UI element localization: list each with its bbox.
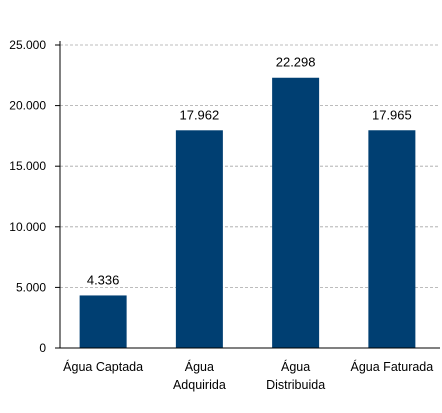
x-category-label: Água Distribuida [266, 359, 325, 392]
y-tick-label: 20.000 [9, 99, 46, 113]
y-tick-label: 10.000 [9, 220, 46, 234]
data-labels: 4.336 17.962 22.298 17.965 [87, 55, 412, 288]
bar [368, 130, 416, 348]
y-axis: 0 5.000 10.000 15.000 20.000 25.000 [9, 38, 61, 355]
y-tick-label: 15.000 [9, 159, 46, 173]
bar-value-label: 17.962 [179, 107, 219, 122]
bar-value-label: 4.336 [87, 272, 120, 287]
x-category-label: Água Faturada [351, 359, 434, 374]
bar [175, 130, 223, 348]
bar [272, 77, 320, 349]
y-tick-label: 0 [39, 341, 46, 355]
bar [79, 295, 127, 348]
y-tick-label: 25.000 [9, 38, 46, 52]
x-category-label: Água Captada [63, 359, 143, 374]
y-tick-label: 5.000 [16, 280, 46, 294]
x-axis: Água Captada Água Adquirida Água Distribuida… [55, 347, 440, 392]
bar-value-label: 17.965 [372, 107, 412, 122]
bar-value-label: 22.298 [276, 55, 316, 70]
x-category-label: Água Adquirida [173, 359, 226, 392]
bars [79, 77, 416, 349]
